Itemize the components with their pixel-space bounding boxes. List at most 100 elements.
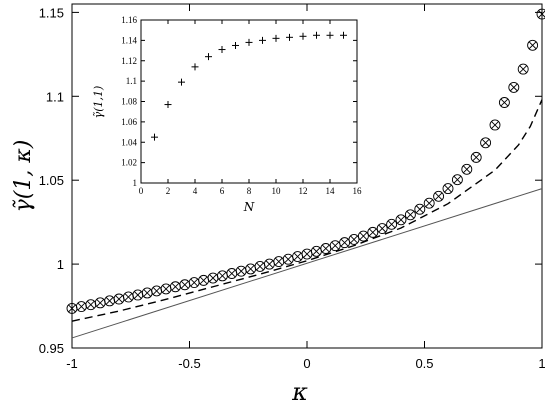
x-tick-label: 10 (272, 186, 282, 196)
inset-data-point (272, 34, 280, 42)
inset-data-point (259, 36, 266, 44)
x-tick-label: 12 (299, 186, 308, 196)
y-tick-label: 0.95 (39, 341, 64, 356)
inset-data-point (340, 31, 347, 39)
x-tick-label: 6 (220, 186, 225, 196)
data-point (527, 39, 539, 51)
data-point (357, 230, 369, 242)
data-point (188, 277, 200, 289)
data-point (254, 260, 266, 272)
data-point (235, 265, 247, 277)
data-point (470, 151, 482, 163)
inset-markers (151, 31, 347, 141)
data-point (367, 226, 379, 238)
data-point (451, 174, 463, 186)
y-tick-label: 1 (133, 178, 138, 188)
inset-data-point (218, 46, 226, 54)
data-point (404, 209, 416, 221)
data-point (132, 289, 144, 301)
data-point (508, 81, 520, 93)
x-tick-label: 14 (326, 186, 336, 196)
data-point (320, 243, 332, 254)
dashed-curve (71, 99, 543, 322)
data-point (461, 163, 473, 175)
data-point (433, 190, 445, 202)
inset-tick-labels: 0 2 4 6 8 10 12 14 16 1 1.02 1.04 1.06 1.08 1.1 1.12 1.1… (121, 15, 362, 196)
data-point (376, 223, 388, 234)
x-tick-label: 0 (303, 356, 310, 371)
inset-data-point (205, 53, 212, 61)
x-tick-label: 0 (139, 186, 144, 196)
data-point (216, 270, 228, 282)
main-lines (71, 99, 543, 339)
inset-data-point (151, 133, 158, 141)
data-point (263, 258, 275, 270)
x-tick-label: 1 (538, 356, 545, 371)
data-point (395, 214, 407, 226)
x-tick-label: -1 (66, 356, 78, 371)
x-axis-label: κ (291, 378, 308, 406)
x-tick-label: 8 (247, 186, 252, 196)
data-point (442, 183, 454, 195)
data-point (104, 295, 116, 307)
y-tick-label: 1.16 (121, 15, 137, 25)
data-point (122, 291, 134, 303)
data-point (498, 97, 510, 108)
y-tick-label: 1.14 (121, 35, 137, 45)
data-point (75, 301, 87, 313)
y-tick-label: 1.1 (46, 89, 64, 104)
data-point (198, 274, 210, 286)
data-point (207, 272, 219, 284)
main-tick-labels: -1 -0.5 0 0.5 1 0.95 1 1.05 1.1 1.15 (39, 5, 545, 371)
data-point (423, 197, 435, 209)
data-point (480, 137, 492, 149)
data-point (141, 287, 153, 299)
data-point (169, 281, 181, 293)
data-point (386, 218, 398, 230)
data-point (348, 233, 360, 245)
data-point (517, 63, 529, 75)
data-point (536, 8, 545, 20)
y-axis-label: γ̃(1, κ) (11, 140, 36, 213)
x-tick-label: 4 (193, 186, 198, 196)
data-point (310, 245, 322, 257)
inset-data-point (299, 32, 307, 40)
y-tick-label: 1.02 (121, 158, 137, 168)
inset-data-point (286, 33, 293, 41)
inset-data-point (245, 38, 253, 46)
inset-data-point (313, 31, 320, 39)
y-tick-label: 1.08 (121, 97, 137, 107)
data-point (226, 268, 238, 279)
y-tick-label: 1 (57, 257, 64, 272)
data-point (282, 253, 294, 265)
data-point (273, 256, 285, 268)
data-point (339, 237, 351, 249)
inset-data-point (232, 41, 239, 49)
inset-y-axis-label: γ̃(1,1) (92, 86, 105, 119)
data-point (329, 240, 341, 252)
data-point (160, 283, 172, 295)
data-point (179, 279, 191, 291)
data-point (414, 203, 426, 215)
data-point (245, 263, 257, 275)
y-tick-label: 1.15 (39, 5, 64, 20)
x-tick-label: 16 (353, 186, 363, 196)
data-point (113, 293, 125, 305)
data-point (66, 302, 78, 314)
y-tick-label: 1.04 (121, 137, 137, 147)
inset-ticks (140, 19, 358, 184)
x-tick-label: 0.5 (415, 356, 433, 371)
data-point (301, 248, 313, 260)
y-tick-label: 1.12 (121, 56, 137, 66)
y-tick-label: 1.05 (39, 173, 64, 188)
data-point (151, 285, 163, 297)
inset-data-point (191, 63, 199, 71)
data-point (85, 299, 97, 311)
inset-data-point (164, 101, 172, 109)
solid-line (71, 188, 543, 339)
y-tick-label: 1.1 (126, 76, 137, 86)
y-tick-label: 1.06 (121, 117, 137, 127)
main-ticks (71, 4, 543, 349)
data-point (292, 251, 304, 262)
